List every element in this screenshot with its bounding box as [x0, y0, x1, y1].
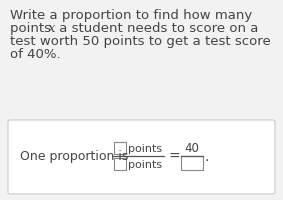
Text: .: .: [205, 149, 209, 163]
Text: Write a proportion to find how many: Write a proportion to find how many: [10, 9, 252, 22]
Text: points: points: [10, 22, 55, 35]
Text: =: =: [169, 149, 181, 163]
Text: points: points: [128, 143, 162, 153]
Text: 40: 40: [185, 142, 200, 155]
Text: points: points: [128, 159, 162, 169]
FancyBboxPatch shape: [8, 120, 275, 194]
Bar: [114, 142, 126, 154]
Bar: [181, 156, 203, 170]
Text: a student needs to score on a: a student needs to score on a: [55, 22, 258, 35]
Text: One proportion is: One proportion is: [20, 150, 128, 163]
Text: test worth 50 points to get a test score: test worth 50 points to get a test score: [10, 35, 271, 48]
Text: x: x: [48, 22, 55, 35]
Bar: [114, 158, 126, 170]
Text: of 40%.: of 40%.: [10, 48, 61, 61]
